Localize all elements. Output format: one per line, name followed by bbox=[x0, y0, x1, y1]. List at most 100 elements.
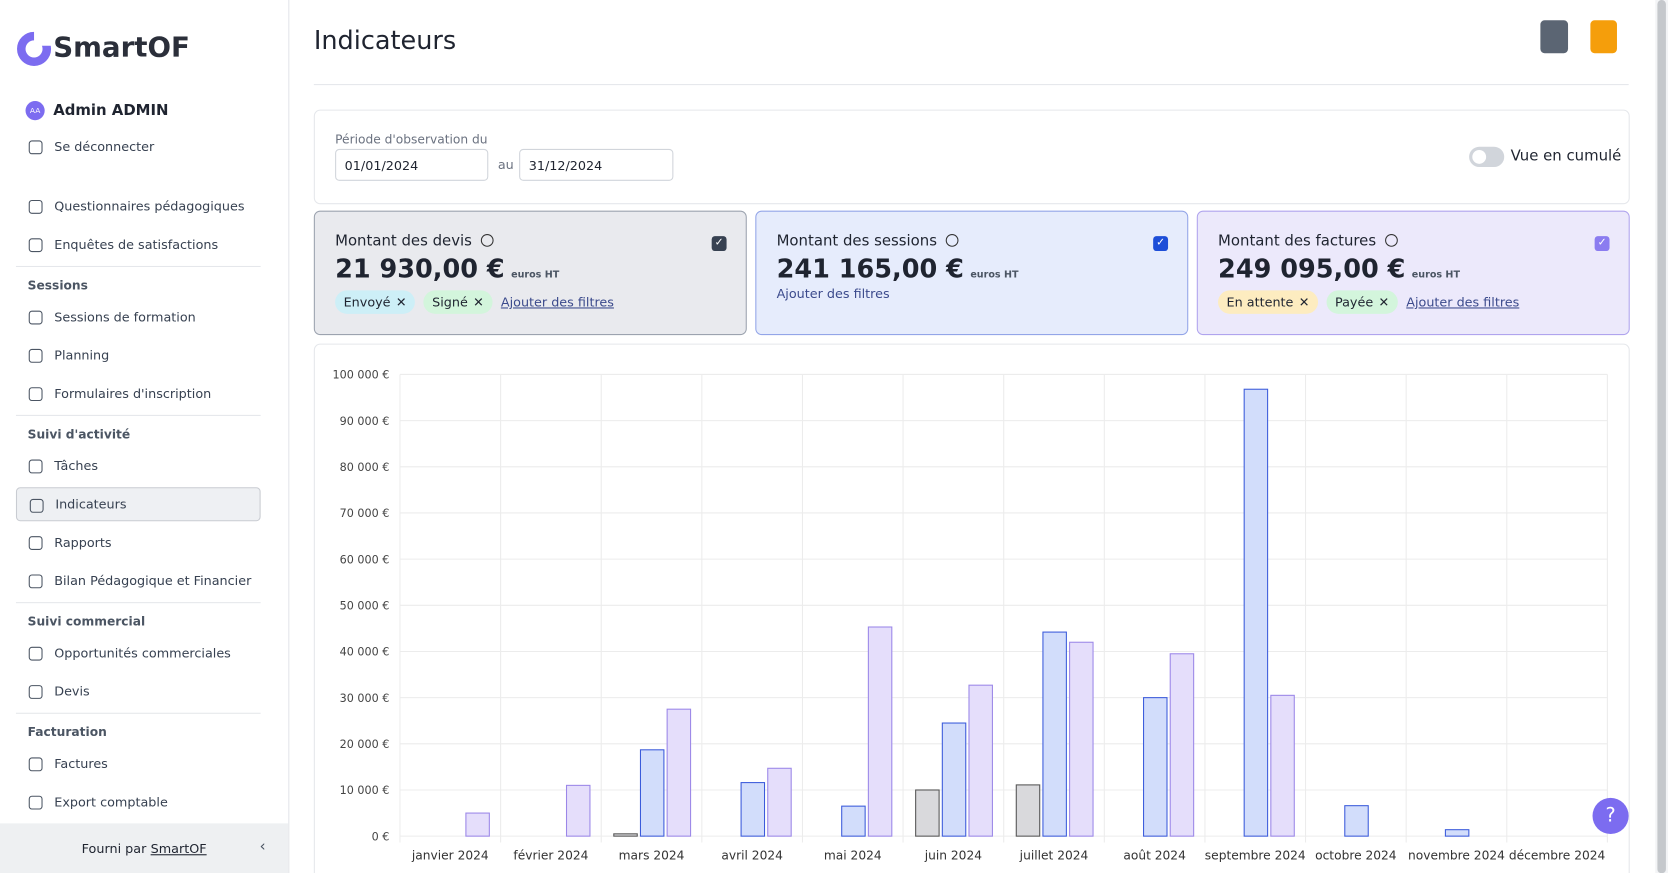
collapse[interactable]: ‹ bbox=[259, 838, 266, 856]
end-date[interactable]: 31/12/2024 bbox=[519, 148, 674, 181]
bar bbox=[1042, 631, 1067, 837]
menu-item[interactable]: Sessions de formation bbox=[16, 300, 261, 334]
x-tick-label: novembre 2024 bbox=[1408, 849, 1505, 863]
info-icon bbox=[945, 234, 959, 247]
icon bbox=[29, 498, 44, 513]
bar bbox=[565, 784, 591, 837]
icon bbox=[28, 310, 43, 325]
menu-item[interactable]: Export comptable bbox=[16, 785, 261, 819]
filter-tag[interactable]: En attente ✕ bbox=[1218, 290, 1318, 314]
help-button[interactable]: ? bbox=[1592, 797, 1629, 835]
separator bbox=[15, 712, 261, 714]
menu-item[interactable]: Tâches bbox=[16, 449, 261, 483]
x-tick-label: octobre 2024 bbox=[1315, 849, 1397, 863]
toggle[interactable] bbox=[1469, 146, 1505, 168]
filters: En attente ✕ Payée ✕ Ajouter des filtres bbox=[1218, 290, 1520, 314]
info-icon bbox=[480, 234, 494, 247]
kpi-card[interactable]: Montant des sessions ✓ 241 165,00 € euros H… bbox=[755, 210, 1189, 336]
filter-remove[interactable]: ✕ bbox=[395, 294, 407, 310]
menu-item[interactable]: Enquêtes de satisfactions bbox=[16, 228, 261, 262]
menu-label: Devis bbox=[54, 684, 90, 699]
section-title: Suivi d'activité bbox=[27, 426, 131, 442]
card-title: Montant des sessions bbox=[777, 233, 959, 250]
menu-label: Indicateurs bbox=[55, 496, 127, 512]
menu-item[interactable]: Opportunités commerciales bbox=[16, 636, 261, 670]
x-tick-label: juillet 2024 bbox=[1019, 849, 1089, 863]
checkbox[interactable]: ✓ bbox=[1594, 236, 1610, 252]
menu-item[interactable]: Questionnaires pédagogiques bbox=[16, 189, 261, 223]
add-filter[interactable]: Ajouter des filtres bbox=[1406, 294, 1520, 310]
icon bbox=[28, 387, 43, 402]
filter-label: Envoyé bbox=[343, 294, 391, 310]
divider bbox=[313, 84, 1629, 86]
menu-item[interactable]: Devis bbox=[16, 674, 261, 708]
checkbox[interactable]: ✓ bbox=[711, 236, 727, 252]
menu-label: Tâches bbox=[54, 458, 99, 474]
menu-item[interactable]: Rapports bbox=[16, 526, 261, 560]
icon bbox=[28, 795, 43, 810]
amount-value: 241 165,00 € bbox=[776, 254, 964, 285]
mail-button[interactable] bbox=[1540, 20, 1569, 54]
menu-item[interactable]: Indicateurs bbox=[15, 487, 261, 522]
y-tick-label: 50 000 € bbox=[340, 600, 390, 613]
list-button[interactable] bbox=[1590, 20, 1617, 54]
bar bbox=[1069, 641, 1094, 837]
menu-label: Bilan Pédagogique et Financier bbox=[54, 573, 252, 589]
page-title: Indicateurs bbox=[313, 25, 457, 56]
card-title: Montant des factures bbox=[1218, 233, 1398, 250]
filter-label: Signé bbox=[432, 294, 468, 310]
scroll-thumb bbox=[1657, 0, 1666, 873]
bar bbox=[1270, 694, 1295, 837]
kpi-card[interactable]: Montant des factures ✓ 249 095,00 € euros H… bbox=[1196, 210, 1630, 336]
menu-label: Export comptable bbox=[54, 794, 168, 810]
bar bbox=[941, 722, 967, 837]
bar bbox=[1143, 697, 1168, 837]
card-title-text: Montant des sessions bbox=[776, 232, 937, 250]
x-tick-label: mai 2024 bbox=[824, 849, 882, 863]
icon bbox=[28, 646, 43, 661]
y-tick-label: 40 000 € bbox=[340, 646, 390, 659]
checkbox[interactable]: ✓ bbox=[1153, 236, 1169, 252]
filter-remove[interactable]: ✕ bbox=[1298, 294, 1310, 310]
section-title: Facturation bbox=[27, 724, 107, 740]
avatar: AA bbox=[25, 101, 45, 121]
logo-icon bbox=[17, 30, 53, 66]
footer-text: Fourni par bbox=[81, 840, 147, 856]
separator bbox=[15, 602, 261, 604]
bar bbox=[767, 767, 792, 837]
filter-tag[interactable]: Payée ✕ bbox=[1326, 290, 1398, 314]
footer-link[interactable]: SmartOF bbox=[150, 840, 207, 856]
amount-unit: euros HT bbox=[1411, 270, 1460, 281]
bar bbox=[841, 805, 866, 837]
filter-remove[interactable]: ✕ bbox=[1378, 294, 1390, 310]
chart: 0 € 10 000 € 20 000 € 30 000 € 40 000 € 50 00… bbox=[333, 369, 1608, 863]
menu-item[interactable]: Bilan Pédagogique et Financier bbox=[16, 564, 261, 598]
x-tick-label: avril 2024 bbox=[721, 849, 783, 863]
separator bbox=[15, 265, 261, 268]
y-tick-label: 100 000 € bbox=[333, 369, 390, 382]
icon bbox=[28, 459, 43, 474]
menu-item[interactable]: Formulaires d'inscription bbox=[16, 377, 261, 411]
menu-item[interactable]: Planning bbox=[16, 338, 261, 372]
x-tick-label: septembre 2024 bbox=[1205, 849, 1306, 863]
filter-tag[interactable]: Envoyé ✕ bbox=[335, 290, 416, 314]
bar bbox=[465, 812, 490, 837]
amount: 249 095,00 € euros HT bbox=[1218, 254, 1460, 284]
icon bbox=[28, 685, 43, 699]
filter-tag[interactable]: Signé ✕ bbox=[423, 290, 493, 314]
logout[interactable]: Se déconnecter bbox=[16, 130, 261, 164]
kpi-card[interactable]: Montant des devis ✓ 21 930,00 € euros HT Env… bbox=[313, 210, 747, 336]
menu-label: Questionnaires pédagogiques bbox=[54, 198, 245, 214]
filters: Ajouter des filtres bbox=[777, 286, 890, 301]
bar bbox=[740, 782, 766, 837]
add-filter[interactable]: Ajouter des filtres bbox=[776, 286, 890, 302]
bar bbox=[915, 789, 940, 837]
bar bbox=[968, 684, 993, 837]
section-title: Sessions bbox=[27, 277, 88, 293]
menu-item[interactable]: Factures bbox=[16, 747, 261, 781]
filter-remove[interactable]: ✕ bbox=[473, 294, 484, 310]
add-filter[interactable]: Ajouter des filtres bbox=[500, 294, 614, 310]
start-date[interactable]: 01/01/2024 bbox=[335, 148, 489, 181]
